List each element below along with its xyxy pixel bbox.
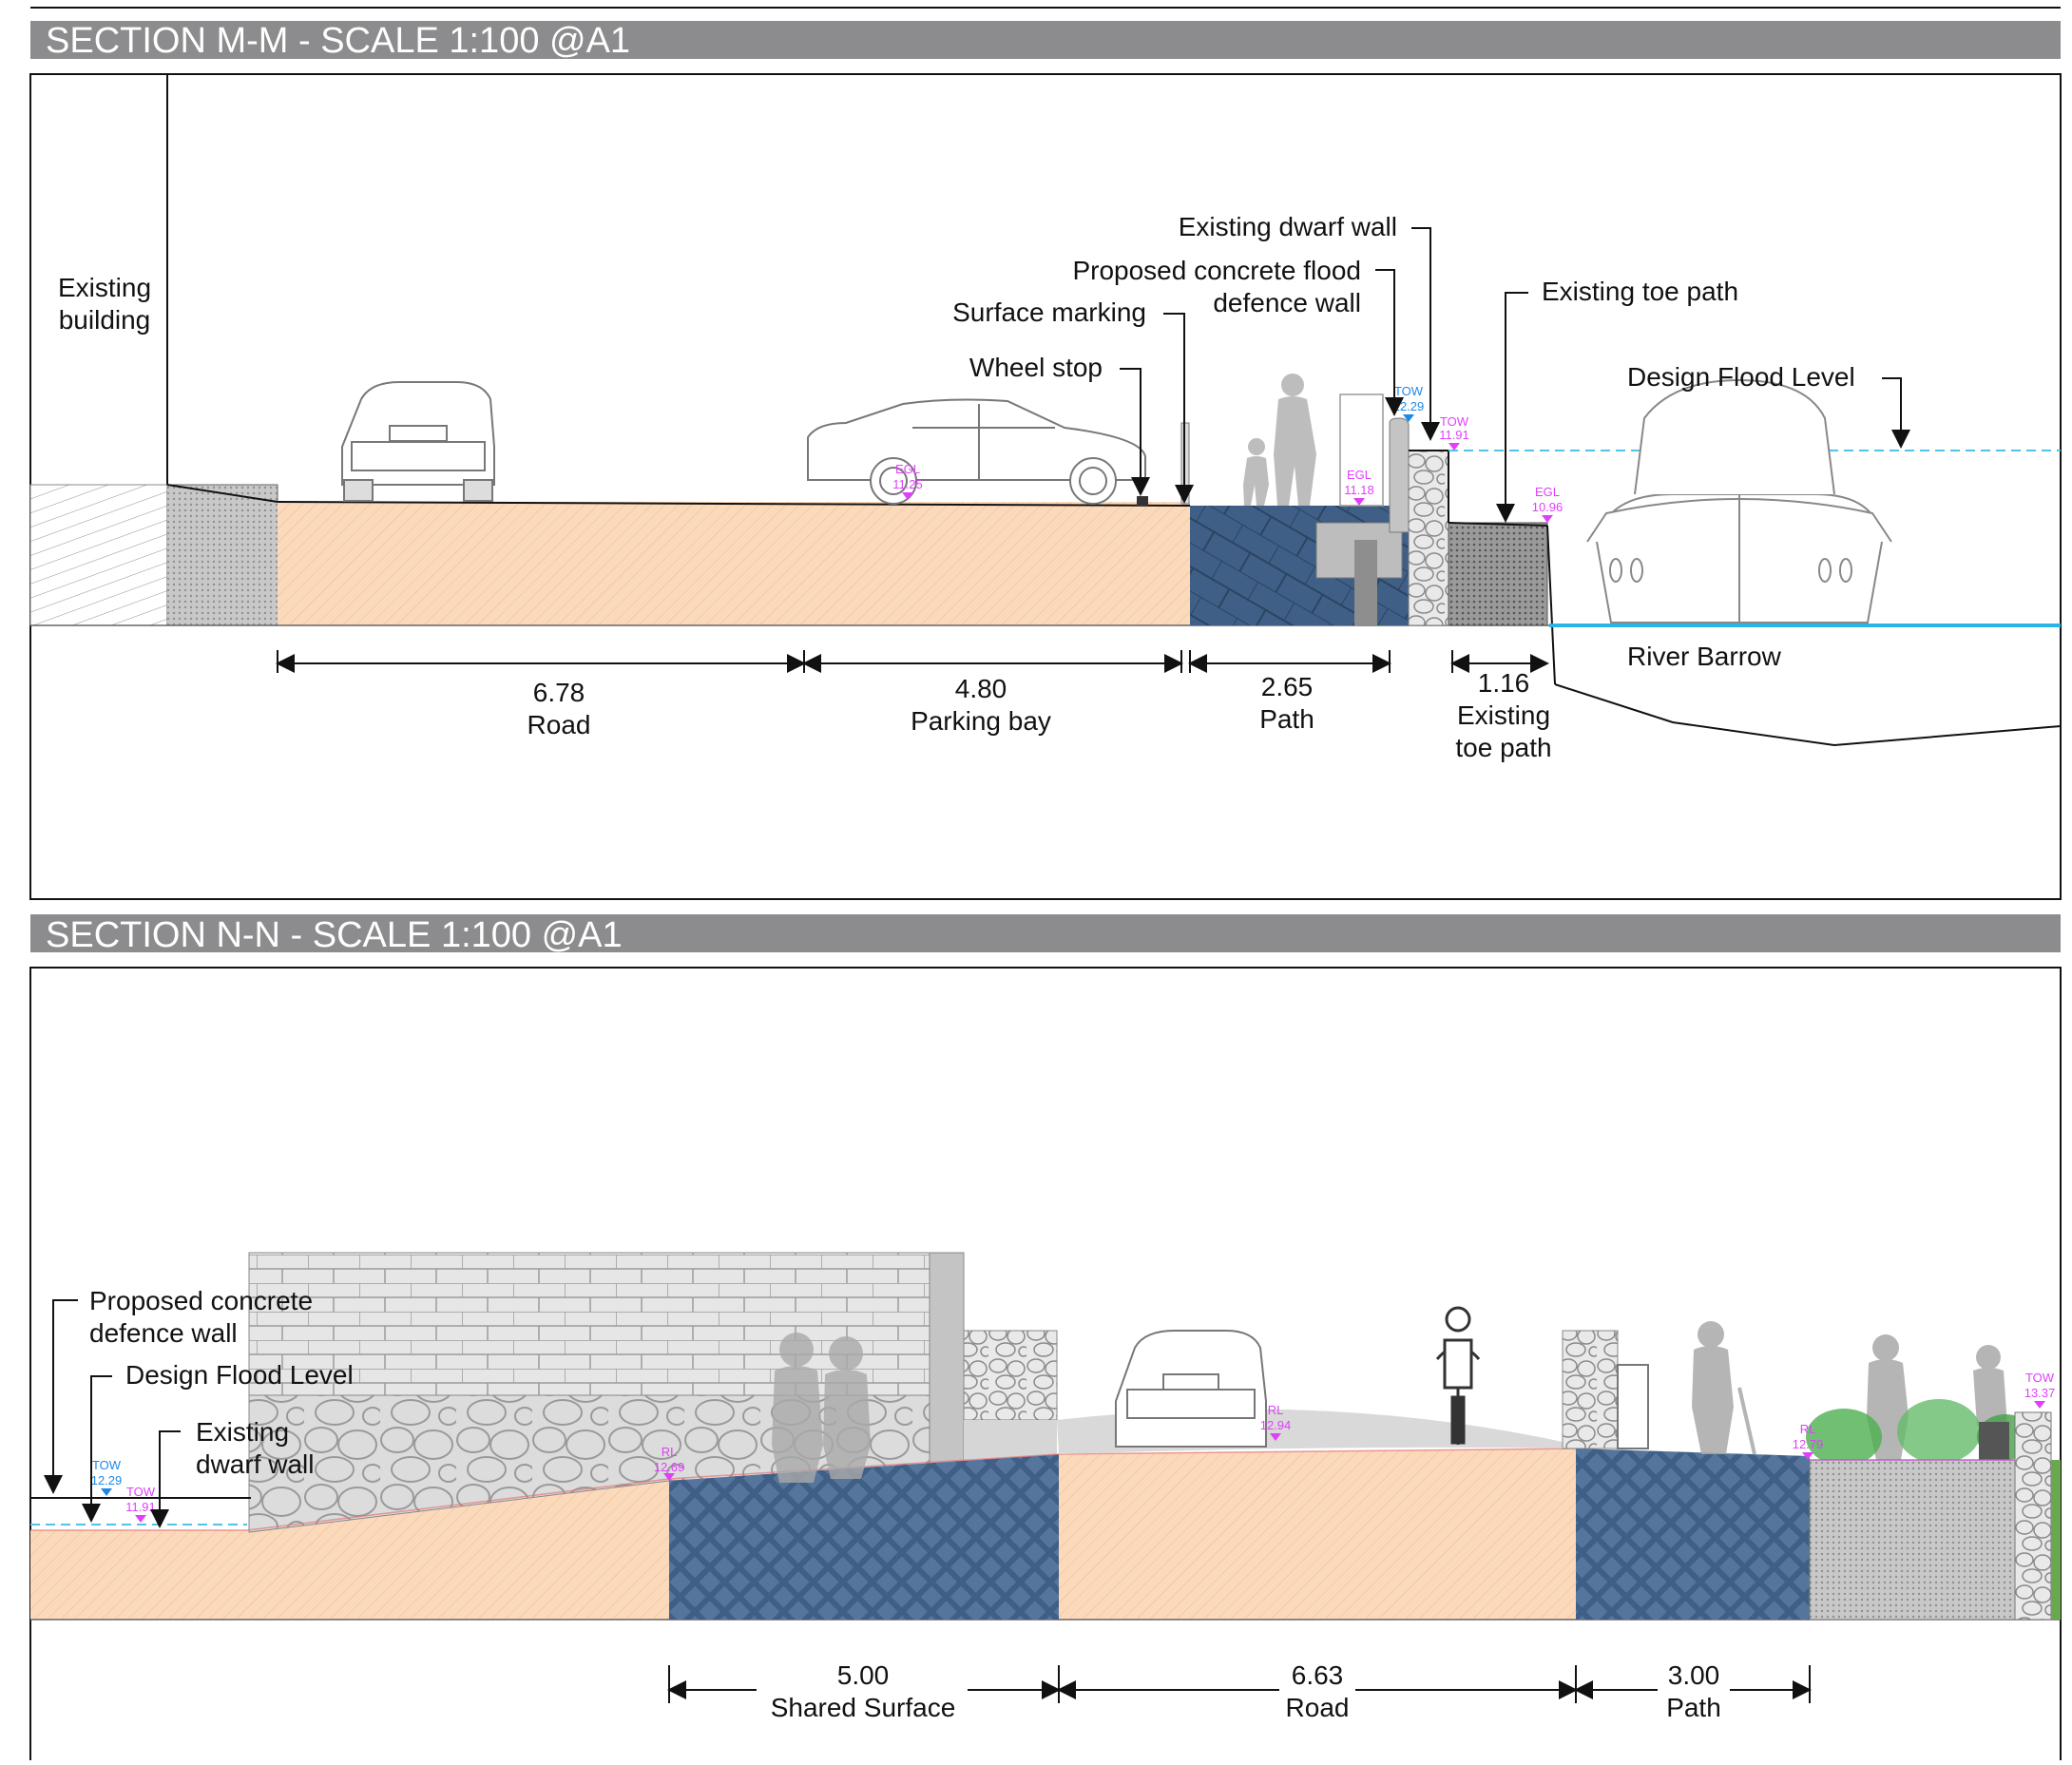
flood-defence-wall (1315, 417, 1410, 625)
dimension-label: Path (1259, 704, 1314, 734)
svg-text:11.91: 11.91 (125, 1500, 156, 1514)
label-design-flood-level: Design Flood Level (1627, 362, 1855, 392)
level-tag-rl: RL 12.94 (1260, 1403, 1292, 1441)
section-title: SECTION N-N - SCALE 1:100 @A1 (46, 915, 623, 955)
svg-text:11.91: 11.91 (1439, 428, 1469, 442)
dimension-value: 6.63 (1292, 1660, 1344, 1690)
dimension-line (276, 650, 1549, 673)
svg-text:12.29: 12.29 (91, 1473, 123, 1487)
dimension-label: Road (528, 710, 591, 739)
label-design-flood-level: Design Flood Level (125, 1360, 354, 1390)
toe-path-fill (1448, 522, 1548, 626)
label-proposed-wall: Proposed concrete flood defence wall (1072, 256, 1361, 317)
label-existing-dwarf-wall: Existing dwarf wall (196, 1417, 314, 1479)
label-surface-marking: Surface marking (952, 297, 1146, 327)
dwarf-wall-stone (1408, 450, 1449, 626)
svg-text:TOW: TOW (92, 1458, 122, 1472)
svg-text:10.96: 10.96 (1532, 500, 1564, 514)
level-tag-rl: RL 12.69 (654, 1445, 685, 1481)
level-tag-egl: EGL 10.96 (1532, 485, 1564, 523)
level-tag-tow: TOW 11.91 (1439, 414, 1469, 451)
people-silhouette-icon (772, 1333, 871, 1483)
dimension-value: 1.16 (1478, 668, 1530, 698)
boat-icon (1586, 378, 1892, 624)
car-side-icon (807, 398, 1146, 505)
svg-text:TOW: TOW (1394, 384, 1424, 398)
dimension-label: Existing toe path (1455, 700, 1551, 762)
label-river: River Barrow (1627, 642, 1782, 671)
svg-text:12.94: 12.94 (1260, 1418, 1292, 1432)
level-tag-tow-blue: TOW 12.29 (1393, 384, 1425, 422)
svg-text:EGL: EGL (1347, 468, 1372, 482)
section-header-bar (30, 21, 2061, 59)
svg-text:TOW: TOW (1440, 414, 1469, 429)
section-title: SECTION M-M - SCALE 1:100 @A1 (46, 21, 630, 61)
stone-wall-right (2014, 1411, 2052, 1621)
bench (1979, 1422, 2009, 1460)
dimension-label: Road (1286, 1693, 1350, 1722)
label-proposed-wall: Proposed concrete defence wall (89, 1286, 313, 1348)
label-existing-toe-path: Existing toe path (1542, 277, 1738, 306)
level-tag-tow-blue: TOW 12.29 (91, 1458, 123, 1496)
wall-pier (929, 1252, 965, 1465)
svg-text:12.29: 12.29 (1393, 399, 1425, 413)
level-tag-egl: EGL 11.25 (892, 462, 923, 500)
level-tag-egl: EGL 11.18 (1344, 468, 1374, 506)
dimension-value: 3.00 (1668, 1660, 1720, 1690)
dimension-value: 5.00 (837, 1660, 890, 1690)
svg-text:RL: RL (662, 1445, 678, 1459)
svg-text:RL: RL (1800, 1422, 1816, 1436)
svg-text:12.79: 12.79 (1793, 1437, 1824, 1451)
svg-text:TOW: TOW (126, 1485, 156, 1499)
river-bed (1554, 683, 2062, 747)
people-silhouette-icon (1243, 374, 1316, 506)
section-m-m: SECTION M-M - SCALE 1:100 @A1 Existing bu… (29, 21, 2062, 900)
svg-text:12.69: 12.69 (654, 1460, 685, 1474)
gate-outline (1339, 393, 1384, 507)
level-tag-tow: TOW 13.37 (2024, 1371, 2056, 1409)
people-silhouette-icon (1692, 1321, 2007, 1460)
svg-text:EGL: EGL (895, 462, 920, 476)
svg-text:EGL: EGL (1535, 485, 1560, 499)
dimension-label: Parking bay (911, 706, 1051, 736)
level-tag-tow: TOW 11.91 (125, 1485, 156, 1523)
svg-text:RL: RL (1268, 1403, 1284, 1417)
svg-text:TOW: TOW (2025, 1371, 2055, 1385)
label-existing-dwarf-wall: Existing dwarf wall (1179, 212, 1397, 241)
car-rear-icon (1115, 1330, 1267, 1448)
label-existing-building: Existing building (58, 273, 151, 335)
dimension-value: 6.78 (533, 678, 585, 707)
gravel-fill (1809, 1459, 2016, 1621)
dimension-value: 4.80 (955, 674, 1007, 703)
svg-text:11.18: 11.18 (1344, 483, 1374, 497)
dimension-label: Shared Surface (771, 1693, 956, 1722)
road-fill (278, 502, 1190, 625)
wheel-stop (1137, 496, 1148, 506)
path-paving (1576, 1448, 1810, 1620)
car-rear-icon (341, 381, 495, 502)
svg-text:13.37: 13.37 (2024, 1386, 2056, 1400)
label-wheel-stop: Wheel stop (969, 353, 1103, 382)
section-n-n: SECTION N-N - SCALE 1:100 @A1 (29, 914, 2062, 1765)
existing-building-base (29, 484, 168, 626)
stone-pier (1562, 1330, 1619, 1449)
dimension-label: Path (1666, 1693, 1721, 1722)
dimension-value: 2.65 (1261, 672, 1314, 701)
svg-text:11.25: 11.25 (892, 477, 923, 491)
cyclist-icon (1435, 1306, 1481, 1445)
section-header-bar (30, 914, 2061, 952)
level-tag-rl: RL 12.79 (1793, 1422, 1824, 1460)
shared-surface-paving (669, 1454, 1059, 1620)
